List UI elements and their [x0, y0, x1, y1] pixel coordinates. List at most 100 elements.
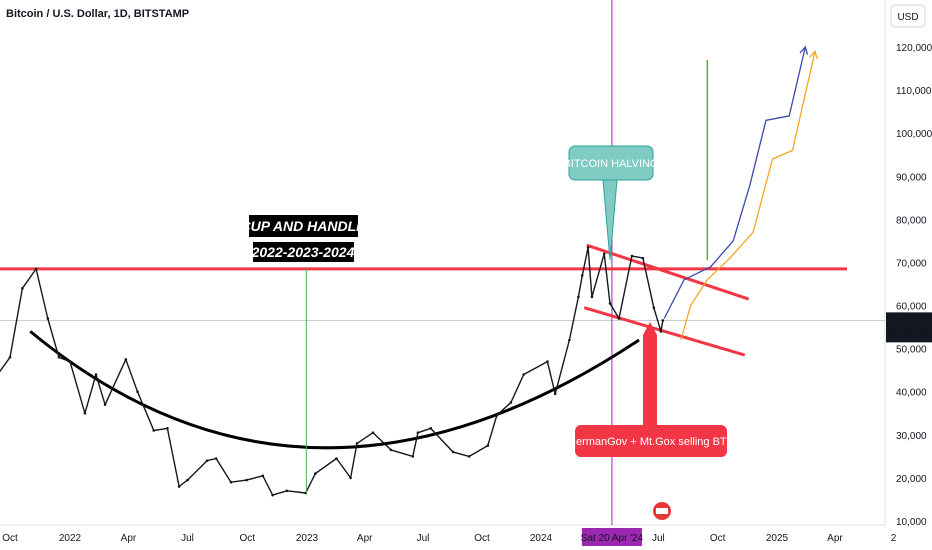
x-tick-label: Oct	[710, 533, 726, 544]
price-point	[335, 457, 338, 460]
price-point	[608, 302, 612, 305]
price-point	[467, 455, 471, 458]
last-price-label: 56,561	[894, 315, 925, 326]
price-point	[522, 373, 525, 376]
price-point	[371, 431, 375, 434]
price-point	[8, 355, 12, 359]
x-tick-label: Jul	[417, 533, 430, 544]
currency-button[interactable]	[890, 4, 926, 28]
last-price-badge	[886, 312, 932, 343]
y-tick-label: 80,000	[896, 215, 927, 226]
countdown-label: 01:12:18	[890, 328, 929, 339]
halving-callout-label: BITCOIN HALVING	[563, 158, 658, 170]
y-tick-label: 40,000	[896, 388, 927, 399]
x-tick-label: 2024	[530, 533, 553, 544]
price-point	[229, 480, 233, 484]
price-point	[630, 254, 634, 258]
x-tick-label: 2023	[296, 533, 319, 544]
x-tick-label: 2025	[766, 533, 789, 544]
cup-title-label: CUP AND HANDLE	[241, 218, 367, 234]
cup-title-bg	[249, 215, 358, 237]
y-tick-label: 70,000	[896, 258, 927, 269]
price-point	[495, 414, 499, 417]
x-tick-label: Oct	[2, 533, 18, 544]
selling-callout-box	[575, 425, 727, 457]
price-point	[177, 485, 181, 488]
price-point	[451, 450, 455, 454]
projection-arrowhead	[809, 49, 818, 60]
channel-bottom-line	[583, 306, 746, 357]
price-point	[103, 403, 107, 406]
x-tick-label: 2	[891, 533, 897, 544]
price-point	[641, 256, 645, 260]
price-point	[429, 427, 433, 430]
price-point	[152, 429, 156, 432]
price-point	[553, 392, 557, 396]
price-point	[34, 267, 38, 271]
cup-years-bg	[253, 242, 354, 262]
price-point	[355, 442, 359, 445]
halving-callout-pointer	[602, 179, 618, 261]
price-point	[416, 431, 420, 434]
price-point	[285, 489, 289, 493]
x-tick-label: Jul	[181, 533, 194, 544]
y-tick-label: 110,000	[896, 86, 932, 97]
price-point	[21, 287, 24, 290]
price-point	[659, 330, 663, 333]
price-point	[94, 373, 98, 376]
price-point	[186, 478, 189, 482]
cup-curve	[29, 330, 640, 450]
price-point	[617, 317, 621, 320]
price-point	[602, 252, 606, 256]
price-point	[652, 306, 656, 310]
price-point	[389, 448, 393, 452]
selling-callout-pointer	[643, 335, 657, 425]
price-point	[568, 338, 571, 342]
projection-path	[680, 51, 816, 341]
price-point	[586, 246, 590, 249]
price-point	[486, 444, 490, 447]
price-point	[271, 493, 274, 497]
price-point	[205, 459, 209, 462]
price-point	[166, 427, 169, 430]
price-point	[349, 476, 352, 480]
y-tick-label: 30,000	[896, 431, 927, 442]
x-tick-label: Oct	[239, 533, 255, 544]
date-marker-bg	[581, 528, 642, 546]
price-point	[245, 478, 248, 482]
price-point	[214, 457, 218, 460]
price-point	[124, 358, 128, 361]
y-tick-label: 20,000	[896, 474, 927, 485]
price-point	[509, 401, 513, 404]
x-tick-label: Apr	[357, 533, 373, 544]
cup-years-label: 2022-2023-2024	[251, 244, 355, 260]
selling-callout-pointer-tip	[643, 322, 657, 335]
projection-path	[663, 46, 806, 319]
price-series-line[interactable]	[0, 246, 664, 496]
price-point	[83, 411, 87, 415]
price-point	[411, 455, 415, 458]
x-tick-label: Apr	[121, 533, 137, 544]
price-point	[580, 274, 584, 277]
projection-arrowhead	[799, 45, 809, 55]
price-point	[661, 319, 665, 322]
x-tick-label: Sat 20 Apr '24	[581, 533, 644, 544]
x-tick-label: Jul	[652, 533, 665, 544]
x-tick-label: 2022	[59, 533, 82, 544]
price-point	[261, 474, 265, 478]
chart-title: Bitcoin / U.S. Dollar, 1D, BITSTAMP	[6, 8, 189, 20]
selling-callout-label: GermanGov + Mt.Gox selling BTC	[567, 436, 734, 448]
y-tick-label: 50,000	[896, 345, 927, 356]
price-point	[136, 390, 139, 394]
logo-icon-inner	[656, 508, 668, 514]
price-point	[68, 360, 72, 363]
price-point	[546, 360, 549, 363]
price-point	[577, 295, 580, 299]
y-tick-label: 10,000	[896, 517, 927, 528]
price-point	[314, 472, 317, 475]
price-point	[57, 355, 61, 359]
y-tick-label: 90,000	[896, 172, 927, 183]
y-tick-label: 60,000	[896, 302, 927, 313]
